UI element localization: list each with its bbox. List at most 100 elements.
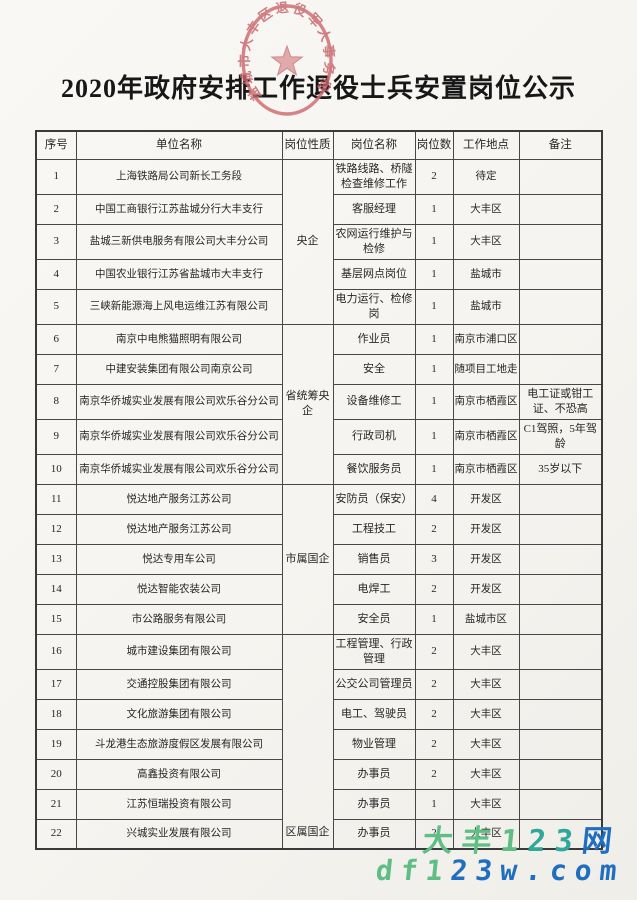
cell-position-type: 市属国企 <box>281 483 334 635</box>
cell-no: 13 <box>35 543 77 575</box>
table-row: 16 城市建设集团有限公司 区属国企 工程管理、行政管理 2 大丰区 <box>35 633 603 850</box>
column-header: 备注 <box>518 130 603 160</box>
cell-location: 盐城市 <box>452 288 520 325</box>
table-head: 序号 单位名称 岗位性质 岗位名称 岗位数 工作地点 备注 <box>35 130 603 160</box>
cell-unit: 高鑫投资有限公司 <box>75 758 283 790</box>
cell-note <box>518 758 603 790</box>
cell-position-type: 央企 <box>281 158 334 325</box>
cell-note <box>518 668 603 700</box>
cell-count: 1 <box>414 418 454 455</box>
cell-count: 1 <box>414 258 454 290</box>
table-row: 10 南京华侨城实业发展有限公司欢乐谷分公司 餐饮服务员 1 南京市栖霞区 35岁以下 <box>35 453 603 485</box>
cell-location: 大丰区 <box>452 193 520 225</box>
cell-location: 大丰区 <box>452 698 520 730</box>
cell-note: C1驾照，5年驾龄 <box>518 418 603 455</box>
cell-unit: 中国农业银行江苏省盐城市大丰支行 <box>75 258 283 290</box>
cell-no: 3 <box>35 223 77 260</box>
cell-note <box>518 223 603 260</box>
cell-position-type: 省统筹央企 <box>281 323 334 485</box>
cell-location: 南京市栖霞区 <box>452 418 520 455</box>
cell-note <box>518 788 603 820</box>
cell-note <box>518 193 603 225</box>
cell-count: 4 <box>414 483 454 515</box>
cell-job: 安防员（保安） <box>332 483 416 515</box>
column-header: 序号 <box>35 130 77 160</box>
cell-no: 10 <box>35 453 77 485</box>
cell-no: 5 <box>35 288 77 325</box>
column-header: 岗位名称 <box>332 130 416 160</box>
cell-unit: 南京华侨城实业发展有限公司欢乐谷分公司 <box>75 418 283 455</box>
cell-location: 盐城市区 <box>452 603 520 635</box>
cell-note <box>518 543 603 575</box>
cell-no: 8 <box>35 383 77 420</box>
cell-note: 35岁以下 <box>518 453 603 485</box>
cell-unit: 悦达智能农装公司 <box>75 573 283 605</box>
cell-note <box>518 603 603 635</box>
cell-note: 电工证或钳工证、不恐高 <box>518 383 603 420</box>
cell-unit: 盐城三新供电服务有限公司大丰分公司 <box>75 223 283 260</box>
cell-job: 基层网点岗位 <box>332 258 416 290</box>
table-row: 13 悦达专用车公司 销售员 3 开发区 <box>35 543 603 575</box>
cell-unit: 南京华侨城实业发展有限公司欢乐谷分公司 <box>75 453 283 485</box>
cell-no: 11 <box>35 483 77 515</box>
cell-job: 安全 <box>332 353 416 385</box>
cell-no: 19 <box>35 728 77 760</box>
cell-location: 大丰区 <box>452 633 520 670</box>
cell-location: 开发区 <box>452 543 520 575</box>
cell-unit: 悦达专用车公司 <box>75 543 283 575</box>
cell-count: 2 <box>414 633 454 670</box>
cell-no: 4 <box>35 258 77 290</box>
cell-count: 2 <box>414 818 454 850</box>
cell-no: 12 <box>35 513 77 545</box>
cell-unit: 斗龙港生态旅游度假区发展有限公司 <box>75 728 283 760</box>
cell-unit: 上海铁路局公司新长工务段 <box>75 158 283 195</box>
cell-job: 电力运行、检修岗 <box>332 288 416 325</box>
cell-unit: 文化旅游集团有限公司 <box>75 698 283 730</box>
cell-location: 开发区 <box>452 573 520 605</box>
cell-count: 2 <box>414 513 454 545</box>
watermark-site-url: df123w.com <box>375 854 627 887</box>
cell-job: 铁路线路、桥隧检查维修工作 <box>332 158 416 195</box>
cell-no: 14 <box>35 573 77 605</box>
cell-job: 行政司机 <box>332 418 416 455</box>
table-row: 14 悦达智能农装公司 电焊工 2 开发区 <box>35 573 603 605</box>
cell-location: 盐城市 <box>452 258 520 290</box>
table-row: 6 南京中电熊猫照明有限公司 省统筹央企 作业员 1 南京市浦口区 <box>35 323 603 485</box>
cell-unit: 市公路服务有限公司 <box>75 603 283 635</box>
table-row: 8 南京华侨城实业发展有限公司欢乐谷分公司 设备维修工 1 南京市栖霞区 电工证或钳工证、… <box>35 383 603 420</box>
cell-count: 1 <box>414 788 454 820</box>
cell-job: 农网运行维护与检修 <box>332 223 416 260</box>
column-header: 岗位数 <box>414 130 454 160</box>
cell-job: 安全员 <box>332 603 416 635</box>
cell-location: 开发区 <box>452 513 520 545</box>
cell-unit: 兴城实业发展有限公司 <box>75 818 283 850</box>
cell-count: 1 <box>414 383 454 420</box>
table-row: 5 三峡新能源海上风电运维江苏有限公司 电力运行、检修岗 1 盐城市 <box>35 288 603 325</box>
cell-no: 17 <box>35 668 77 700</box>
cell-job: 办事员 <box>332 758 416 790</box>
cell-note <box>518 158 603 195</box>
cell-note <box>518 323 603 355</box>
cell-no: 21 <box>35 788 77 820</box>
header-row: 序号 单位名称 岗位性质 岗位名称 岗位数 工作地点 备注 <box>35 130 603 160</box>
table-row: 9 南京华侨城实业发展有限公司欢乐谷分公司 行政司机 1 南京市栖霞区 C1驾照，5年驾龄 <box>35 418 603 455</box>
table-row: 19 斗龙港生态旅游度假区发展有限公司 物业管理 2 大丰区 <box>35 728 603 760</box>
cell-no: 7 <box>35 353 77 385</box>
cell-job: 工程管理、行政管理 <box>332 633 416 670</box>
cell-job: 设备维修工 <box>332 383 416 420</box>
cell-count: 1 <box>414 323 454 355</box>
cell-count: 1 <box>414 603 454 635</box>
cell-unit: 悦达地产服务江苏公司 <box>75 513 283 545</box>
cell-location: 大丰区 <box>452 818 520 850</box>
cell-no: 16 <box>35 633 77 670</box>
cell-count: 3 <box>414 543 454 575</box>
cell-unit: 交通控股集团有限公司 <box>75 668 283 700</box>
table-row: 3 盐城三新供电服务有限公司大丰分公司 农网运行维护与检修 1 大丰区 <box>35 223 603 260</box>
cell-location: 待定 <box>452 158 520 195</box>
cell-count: 1 <box>414 453 454 485</box>
cell-job: 客服经理 <box>332 193 416 225</box>
star-icon <box>270 44 304 77</box>
cell-job: 工程技工 <box>332 513 416 545</box>
cell-note <box>518 513 603 545</box>
